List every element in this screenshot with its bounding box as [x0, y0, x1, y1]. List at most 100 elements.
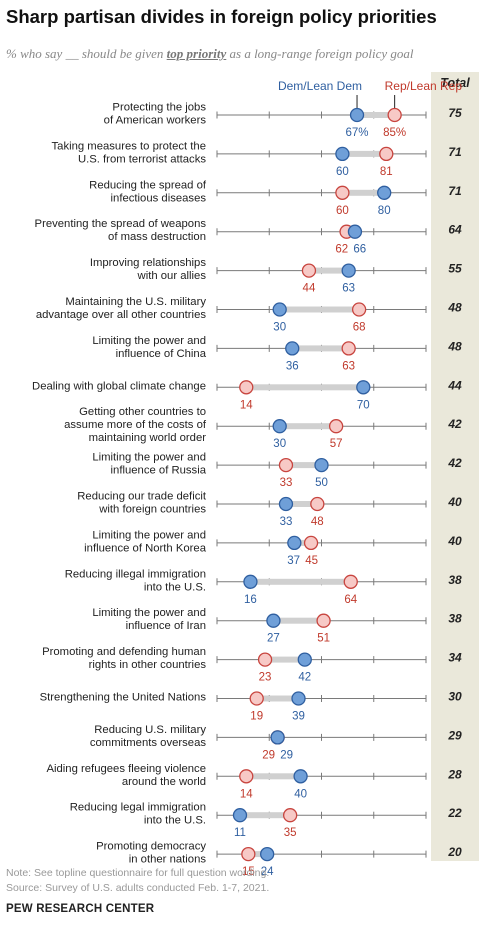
row-label: influence of North Korea [84, 542, 207, 554]
row-label: Reducing U.S. military [94, 724, 206, 736]
rep-lean-rep-point [387, 107, 402, 123]
dem-lean-dem-point [285, 341, 300, 356]
row-label: influence of Russia [111, 465, 207, 477]
total-value-label: 28 [447, 767, 462, 781]
row-label: Reducing our trade deficit [77, 491, 207, 503]
row-label: with our allies [137, 270, 207, 282]
dem-value-label: 60 [336, 166, 349, 178]
dem-lean-dem-point [270, 730, 285, 745]
rep-lean-rep-point [379, 146, 394, 162]
row-label: maintaining world order [89, 432, 207, 444]
row-gap-bar [256, 695, 299, 702]
dem-value-label: 33 [280, 516, 293, 528]
rep-value-label: 48 [311, 516, 324, 528]
row-label: Limiting the power and [92, 529, 206, 541]
rep-value-label: 35 [284, 827, 297, 839]
row-gap-bar [250, 578, 351, 585]
dem-lean-dem-point [260, 846, 275, 862]
rep-lean-rep-point [278, 457, 294, 473]
row-gap-bar [285, 462, 322, 469]
dem-value-label: 39 [292, 711, 305, 723]
dem-lean-dem-point [287, 535, 302, 551]
total-column-header: Total [440, 76, 470, 90]
dem-value-label: 70 [357, 399, 370, 411]
dem-value-label: 29 [280, 749, 293, 761]
row-label: Reducing illegal immigration [65, 568, 206, 580]
rep-value-label: 62 [335, 244, 348, 256]
row-gap-bar [273, 617, 324, 624]
total-value-label: 20 [447, 845, 462, 859]
source-text: Source: Survey of U.S. adults conducted … [6, 882, 270, 894]
rep-lean-rep-point [341, 341, 356, 356]
total-value-label: 29 [447, 728, 462, 742]
subtitle-highlight: top priority [166, 46, 227, 61]
rep-lean-rep-point [241, 846, 256, 862]
chart-notes: Note: See topline questionnaire for full… [6, 866, 269, 896]
subtitle-text-after: as a long-range foreign policy goal [226, 46, 414, 61]
rep-value-label: 23 [259, 672, 272, 684]
rep-value-label: 51 [317, 633, 330, 645]
total-value-label: 64 [448, 223, 462, 237]
row-gap-bar [292, 345, 349, 352]
row-label: Reducing the spread of [89, 179, 207, 191]
row-label: assume more of the costs of [64, 419, 207, 431]
dem-value-label: 37 [287, 555, 300, 567]
row-label: Reducing legal immigration [70, 802, 206, 814]
total-value-label: 75 [448, 106, 462, 120]
row-gap-bar [265, 656, 305, 663]
note-text: Note: See topline questionnaire for full… [6, 867, 270, 879]
dem-value-label: 24 [261, 866, 274, 878]
row-label: Limiting the power and [92, 452, 206, 464]
total-value-label: 71 [448, 145, 462, 159]
rep-value-label: 64 [344, 594, 357, 606]
row-label: Getting other countries to [79, 406, 206, 418]
row-gap-bar [279, 423, 337, 430]
dem-value-label: 80 [378, 205, 391, 217]
rep-lean-rep-point [249, 691, 264, 706]
dem-value-label: 16 [244, 594, 257, 606]
legend-dem-label: Dem/Lean Dem [278, 79, 362, 93]
dem-lean-dem-point [266, 613, 281, 628]
dem-lean-dem-point [377, 185, 392, 200]
total-value-label: 48 [447, 339, 462, 353]
dem-lean-dem-point [347, 224, 363, 239]
row-gap-bar [357, 112, 395, 118]
dem-value-label: 67% [346, 127, 369, 139]
dem-lean-dem-point [297, 652, 312, 667]
total-value-label: 42 [447, 417, 462, 431]
rep-value-label: 45 [305, 555, 318, 567]
rep-lean-rep-point [257, 652, 273, 667]
dem-value-label: 63 [342, 283, 355, 295]
row-label: Dealing with global climate change [32, 380, 206, 392]
rep-lean-rep-point [282, 808, 298, 823]
total-value-label: 40 [447, 495, 462, 509]
total-value-label: 30 [448, 690, 462, 704]
row-label: of American workers [104, 115, 207, 127]
rep-value-label: 19 [250, 711, 263, 723]
rep-lean-rep-point [239, 769, 254, 784]
rep-value-label: 29 [262, 749, 275, 761]
row-label: infectious diseases [111, 192, 207, 204]
row-gap-bar [342, 150, 387, 157]
rep-lean-rep-point [310, 496, 325, 512]
row-label: influence of China [116, 348, 207, 360]
dem-value-label: 42 [298, 672, 311, 684]
rep-value-label: 33 [280, 477, 293, 489]
rep-value-label: 63 [342, 360, 355, 372]
rep-value-label: 81 [380, 166, 393, 178]
total-value-label: 48 [447, 301, 462, 315]
rep-value-label: 14 [240, 399, 253, 411]
dem-value-label: 66 [353, 244, 366, 256]
